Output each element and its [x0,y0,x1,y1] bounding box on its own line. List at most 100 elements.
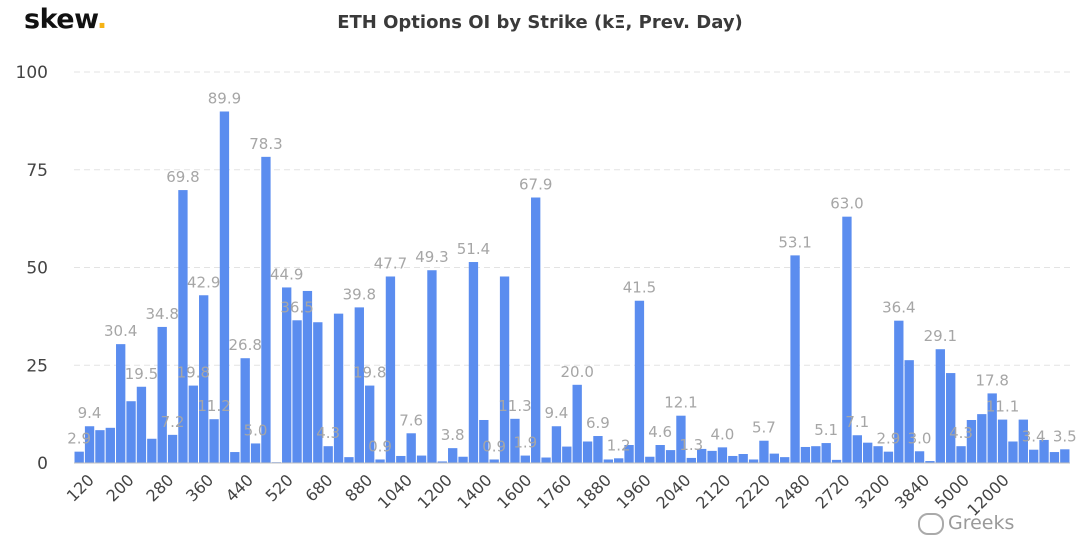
data-label: 5.1 [814,421,838,439]
wechat-icon [918,512,944,535]
x-tick-label: 1600 [493,470,535,512]
bar [748,459,759,463]
x-tick-label: 2480 [772,470,814,512]
bar [987,393,997,463]
bar [728,455,738,463]
bar [282,287,292,463]
bar [738,454,748,463]
bar [479,419,489,463]
data-label: 9.4 [545,404,569,422]
skew-logo: skew. [24,4,107,35]
bar [614,458,624,463]
data-label: 2.9 [67,430,91,448]
bar [448,448,458,463]
bar [966,419,977,463]
data-label: 19.8 [177,364,210,382]
data-label: 7.2 [161,413,185,431]
bar [873,446,883,463]
bar [946,373,956,463]
bar [894,320,904,463]
watermark-text: Greeks [948,512,1015,534]
logo-dot: . [96,4,107,35]
bar [375,459,385,463]
bar [489,459,499,463]
bar [925,461,935,463]
bar [365,385,375,463]
data-label: 2.9 [877,430,901,448]
x-tick-label: 520 [262,470,297,505]
x-tick-label: 1040 [374,470,416,512]
data-label: 11.1 [986,398,1019,416]
x-tick-label: 3200 [851,470,893,512]
bar [167,434,178,463]
bar [769,453,779,463]
data-label: 36.4 [882,299,915,317]
bar [842,216,852,463]
data-label: 63.0 [830,195,863,213]
bar [219,111,230,463]
bar [437,461,447,463]
data-label: 29.1 [924,327,957,345]
data-label: 17.8 [975,371,1008,389]
data-label: 6.9 [586,414,610,432]
y-tick-label: 25 [26,356,48,376]
bar [665,450,676,463]
data-label: 4.6 [648,423,672,441]
bar [645,456,655,463]
bar [655,445,665,463]
data-label: 42.9 [187,273,220,291]
data-label: 3.5 [1053,427,1077,445]
bar [1008,441,1018,463]
bar [572,384,582,463]
bar [717,447,728,463]
bar [1018,419,1028,463]
data-label: 3.8 [441,426,465,444]
bar [1039,439,1049,463]
y-tick-label: 0 [37,454,48,474]
data-label: 67.9 [519,176,552,194]
x-tick-label: 280 [142,470,177,505]
bar [209,419,219,463]
bar [323,446,333,463]
bar [634,300,645,463]
bar [686,457,696,463]
bar [800,446,811,463]
x-tick-label: 2720 [811,470,853,512]
x-tick-label: 880 [341,470,376,505]
bar [292,320,302,463]
data-label: 19.8 [353,364,386,382]
bar [199,295,209,463]
x-tick-label: 1760 [533,470,575,512]
bar [406,433,416,463]
data-label: 4.0 [711,425,735,443]
bar [883,451,894,463]
data-label: 5.0 [244,421,268,439]
x-tick-label: 1960 [613,470,655,512]
data-label: 26.8 [228,336,261,354]
data-label: 1.2 [607,436,631,454]
data-label: 5.7 [752,419,776,437]
bar [821,443,831,463]
data-label: 3.0 [908,429,932,447]
data-label: 4.3 [316,424,340,442]
bar [126,401,136,463]
x-tick-label: 360 [182,470,217,505]
data-label: 4.3 [949,424,973,442]
x-tick-label: 3840 [891,470,933,512]
x-tick-label: 1200 [414,470,456,512]
data-label: 1.3 [679,436,703,454]
x-tick-label: 440 [222,470,257,505]
bar [427,270,437,463]
bar [302,290,313,463]
bar [831,459,842,463]
bar [541,457,551,463]
bar [313,322,323,463]
bar [240,358,250,463]
data-label: 39.8 [343,285,376,303]
data-label: 47.7 [374,254,407,272]
data-label: 3.4 [1022,428,1046,446]
data-label: 7.1 [845,413,869,431]
bar [759,440,769,463]
bar [790,255,800,463]
bar [178,190,188,463]
